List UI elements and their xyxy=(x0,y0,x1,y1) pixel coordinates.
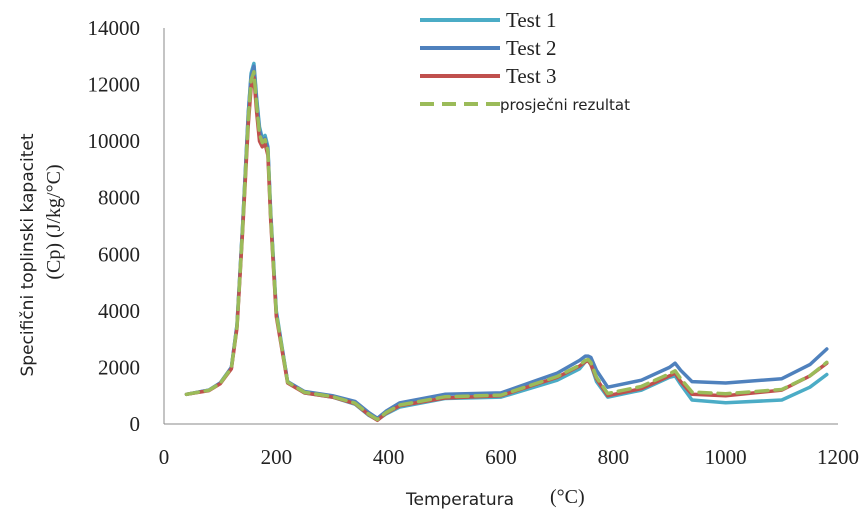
legend-label-average: prosječni rezultat xyxy=(500,96,630,114)
series-line-average xyxy=(184,70,829,422)
x-tick-labels: 0 200 400 600 800 1000 1200 xyxy=(159,445,859,469)
series-line-test2 xyxy=(184,64,829,421)
x-tick-label: 200 xyxy=(261,445,293,469)
x-tick-label: 600 xyxy=(485,445,517,469)
y-tick-label: 6000 xyxy=(98,242,140,266)
y-tick-label: 0 xyxy=(130,412,141,436)
y-tick-label: 2000 xyxy=(98,355,140,379)
y-tick-label: 14000 xyxy=(88,16,141,40)
legend-label-test3: Test 3 xyxy=(506,64,556,88)
y-tick-label: 4000 xyxy=(98,299,140,323)
series-line-test1 xyxy=(184,61,829,422)
y-tick-labels: 0 2000 4000 6000 8000 10000 12000 14000 xyxy=(88,16,141,436)
x-axis-unit: (°C) xyxy=(550,486,585,508)
y-tick-label: 12000 xyxy=(88,73,141,97)
y-axis-label-line2: (Cp) (J/kg/°C) xyxy=(43,164,65,279)
y-tick-label: 10000 xyxy=(88,129,141,153)
y-axis-label-line1: Specifični toplinski kapacitet xyxy=(18,133,38,376)
x-tick-label: 800 xyxy=(598,445,630,469)
x-tick-label: 1200 xyxy=(817,445,859,469)
plot-series xyxy=(184,61,829,423)
x-axis-label: Temperatura xyxy=(405,490,514,510)
series-line-test3 xyxy=(184,75,829,423)
legend-label-test2: Test 2 xyxy=(506,36,556,60)
x-tick-label: 400 xyxy=(373,445,405,469)
x-tick-label: 1000 xyxy=(705,445,747,469)
legend-label-test1: Test 1 xyxy=(506,8,556,32)
x-tick-label: 0 xyxy=(159,445,170,469)
legend: Test 1 Test 2 Test 3 prosječni rezultat xyxy=(420,8,630,114)
y-tick-label: 8000 xyxy=(98,186,140,210)
